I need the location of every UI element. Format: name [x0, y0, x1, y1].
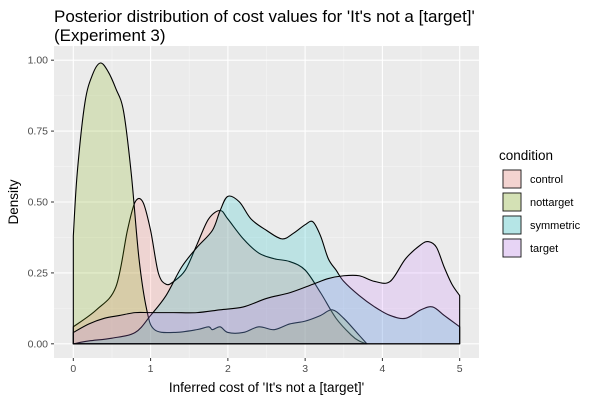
- chart-title-line-1: Posterior distribution of cost values fo…: [54, 7, 475, 26]
- legend-label-nottarget: nottarget: [530, 197, 573, 209]
- y-tick-label: 1.00: [28, 55, 49, 67]
- y-tick-label: 0.75: [28, 126, 49, 138]
- x-tick-label: 5: [457, 363, 463, 375]
- x-tick-label: 0: [70, 363, 76, 375]
- chart-title-line-2: (Experiment 3): [54, 26, 165, 45]
- legend-key-nottarget: [503, 193, 521, 211]
- x-axis-title: Inferred cost of 'It's not a [target]': [169, 380, 364, 395]
- x-tick-label: 3: [302, 363, 308, 375]
- y-axis-title: Density: [6, 179, 21, 224]
- y-tick-label: 0.25: [28, 267, 49, 279]
- x-tick-label: 4: [379, 363, 385, 375]
- y-tick-label: 0.00: [28, 338, 49, 350]
- legend-key-symmetric: [503, 216, 521, 234]
- legend-label-symmetric: symmetric: [530, 220, 581, 232]
- legend: control nottarget symmetric target: [502, 169, 581, 258]
- y-tick-label: 0.50: [28, 197, 49, 209]
- legend-title: condition: [499, 148, 553, 163]
- legend-label-control: control: [530, 174, 563, 186]
- legend-key-control: [503, 170, 521, 188]
- x-tick-label: 2: [225, 363, 231, 375]
- legend-label-target: target: [530, 243, 558, 255]
- x-tick-label: 1: [148, 363, 154, 375]
- legend-key-target: [503, 239, 521, 257]
